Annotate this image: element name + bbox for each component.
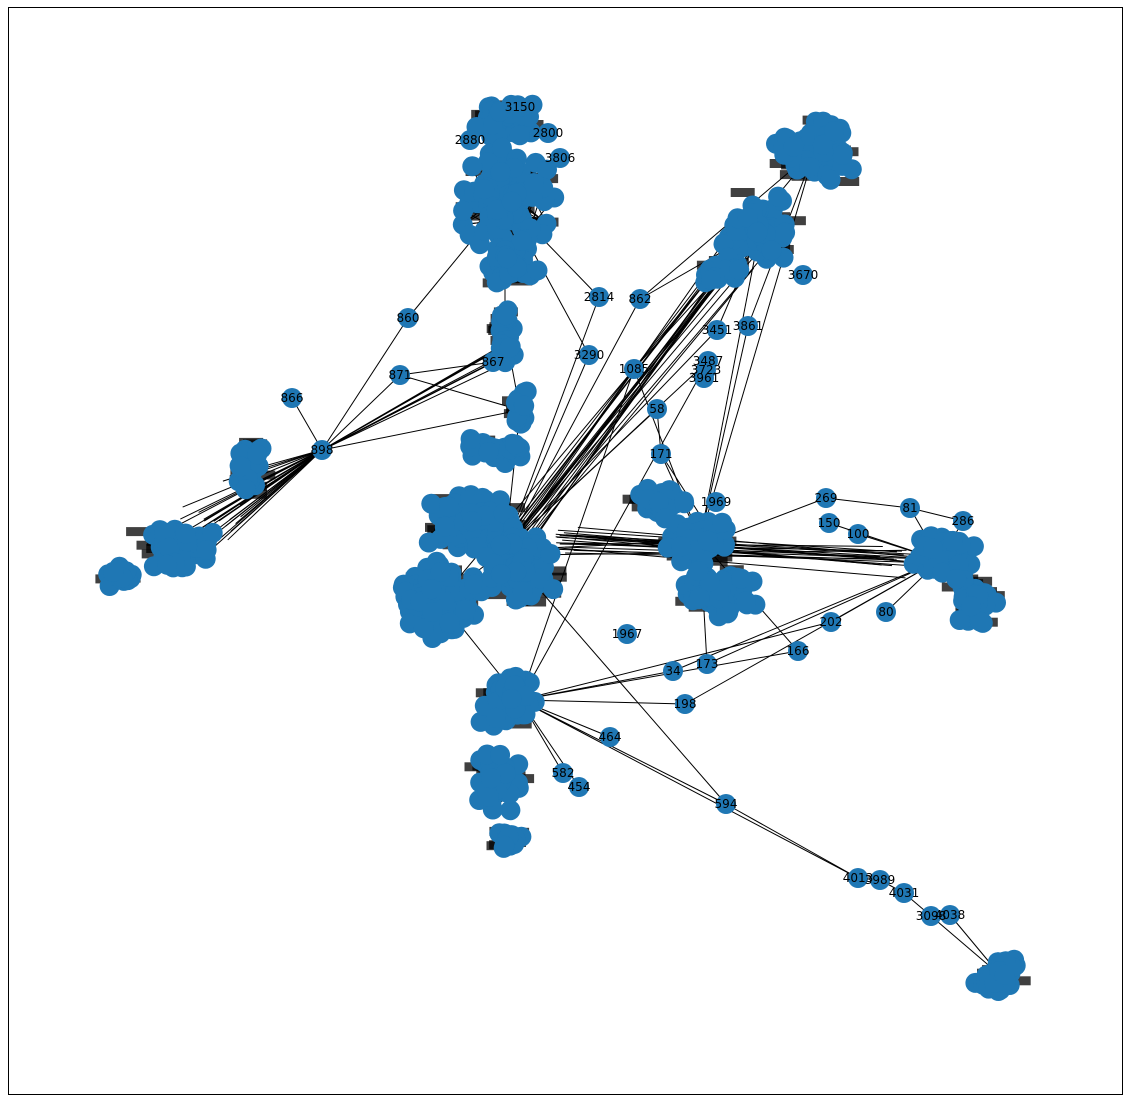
graph-node: [103, 561, 124, 582]
graph-node: [474, 179, 495, 200]
bridge-edge: [519, 699, 727, 805]
bridge-edge: [321, 374, 401, 451]
graph-node: [462, 156, 483, 177]
bundle-edge: [557, 547, 906, 579]
graph-node: [247, 444, 268, 465]
cluster-label-blob: [466, 211, 491, 221]
graph-node: [527, 260, 548, 281]
bridge-edge: [291, 397, 323, 451]
cluster-label-blob: [730, 188, 755, 197]
graph-node: [523, 173, 544, 193]
graph-node: [761, 240, 782, 261]
bridge-edge: [684, 559, 941, 705]
bridge-edge: [519, 699, 859, 879]
bridge-edge: [519, 650, 799, 701]
bundle-edge: [518, 245, 736, 563]
cluster-label-blob: [126, 527, 151, 537]
graph-node: [489, 101, 510, 122]
graph-node: [157, 554, 178, 575]
graph-node: [799, 157, 820, 178]
plot-frame: [8, 7, 1123, 1095]
bundle-edge: [514, 249, 744, 557]
bundle-edge: [521, 245, 742, 532]
bridge-edge: [725, 803, 859, 879]
graph-node: [491, 137, 512, 158]
graph-node: [511, 230, 532, 251]
graph-node: [501, 191, 522, 212]
bundle-edge: [321, 349, 496, 451]
graph-node: [175, 523, 196, 544]
graph-node: [235, 479, 256, 500]
bundle-edge: [541, 258, 761, 517]
graph-node: [537, 159, 557, 180]
bridge-edge: [519, 699, 686, 705]
fan-edge: [227, 449, 323, 541]
graph-node: [154, 522, 175, 543]
graph-node: [202, 522, 223, 543]
graph-node: [490, 162, 511, 182]
bridge-edge: [699, 229, 761, 541]
bundle-edge: [565, 535, 904, 562]
cluster-label-blob: [542, 572, 567, 582]
graph-node: [486, 199, 507, 220]
graph-node: [159, 537, 180, 558]
bundle-edge: [529, 237, 728, 519]
bridge-edge: [504, 298, 641, 551]
bridge-edge: [519, 621, 832, 701]
bundle-edge: [562, 539, 908, 567]
cluster-label-blob: [542, 566, 567, 576]
bridge-edge: [321, 409, 521, 451]
bridge-edge: [699, 149, 816, 541]
bridge-edge: [399, 361, 494, 376]
bundle-edge: [321, 362, 507, 451]
fan-edge: [212, 449, 323, 537]
graph-node: [783, 136, 804, 157]
graph-node: [824, 121, 844, 142]
cluster-label-blob: [703, 556, 728, 566]
bridge-edge: [439, 368, 635, 601]
graph-node: [820, 169, 841, 190]
bridge-edge: [672, 559, 941, 672]
bundle-edge: [321, 358, 500, 451]
bridge-edge: [399, 374, 521, 411]
graph-node: [196, 540, 217, 560]
cluster-label-blob: [835, 177, 860, 186]
graph-node: [497, 248, 518, 269]
graph-node: [509, 125, 530, 146]
fan-edge: [230, 449, 323, 532]
bridge-edge: [825, 497, 911, 509]
graph-node: [231, 456, 251, 477]
cluster-label-blob: [251, 470, 276, 480]
graph-node: [729, 259, 750, 280]
bundle-edge: [515, 242, 734, 531]
bundle-edge: [577, 526, 911, 557]
edges-layer: [107, 104, 1017, 992]
graph-node: [701, 269, 721, 290]
graph-node: [747, 222, 768, 243]
graph-node: [775, 222, 796, 243]
nodes-layer: [98, 94, 1026, 1001]
graph-node: [832, 145, 853, 165]
graph-node: [812, 134, 833, 155]
bundle-edge: [526, 244, 741, 533]
bridge-edge: [321, 317, 409, 451]
graph-node: [768, 186, 789, 207]
graph-node: [453, 200, 474, 221]
graph-node: [737, 207, 758, 228]
